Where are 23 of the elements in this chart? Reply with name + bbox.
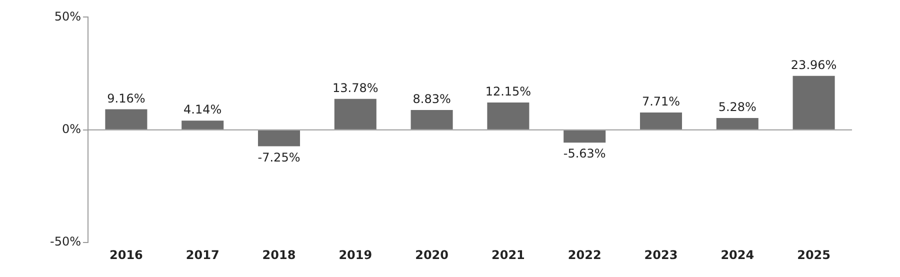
data-label: 12.15% <box>485 84 532 99</box>
x-tick-label: 2018 <box>262 248 296 262</box>
data-label: -7.25% <box>258 150 300 164</box>
x-tick-label: 2017 <box>186 248 220 262</box>
data-label: 4.14% <box>184 102 222 117</box>
data-label: 23.96% <box>790 58 837 72</box>
data-label: -5.63% <box>563 146 606 161</box>
data-label: 9.16% <box>107 91 146 106</box>
y-tick-label: 0% <box>62 122 81 136</box>
x-tick-label: 2023 <box>644 248 678 262</box>
x-tick-label: 2022 <box>568 248 602 262</box>
x-tick-label: 2016 <box>110 248 143 262</box>
x-tick-label: 2024 <box>720 248 754 262</box>
y-tick-label: -50% <box>50 234 81 249</box>
y-tick-label: 50% <box>54 9 81 24</box>
data-label: 5.28% <box>718 100 756 114</box>
data-label: 8.83% <box>412 92 451 106</box>
x-tick-label: 2025 <box>797 248 831 262</box>
data-label: 7.71% <box>642 94 680 109</box>
data-label: 13.78% <box>332 80 378 95</box>
x-tick-label: 2019 <box>338 248 372 262</box>
x-tick-label: 2021 <box>492 248 525 262</box>
x-tick-label: 2020 <box>415 248 449 262</box>
